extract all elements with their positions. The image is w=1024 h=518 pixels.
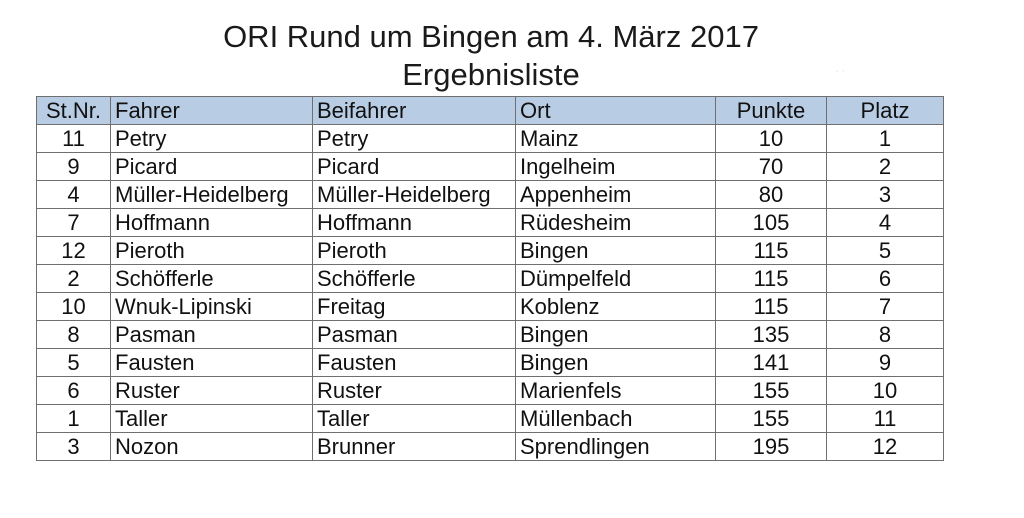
cell-fahrer: Hoffmann: [110, 208, 313, 237]
cell-fahrer: Nozon: [110, 432, 313, 461]
cell-stnr: 10: [36, 292, 111, 321]
cell-stnr: 9: [36, 152, 111, 181]
cell-ort: Rüdesheim: [515, 208, 716, 237]
cell-platz: 8: [826, 320, 944, 349]
cell-stnr: 8: [36, 320, 111, 349]
cell-fahrer: Petry: [110, 124, 313, 153]
table-row: 11 Petry Petry Mainz 10 1: [36, 124, 944, 153]
header-fahrer: Fahrer: [110, 96, 313, 125]
cell-platz: 3: [826, 180, 944, 209]
cell-ort: Appenheim: [515, 180, 716, 209]
cell-beifahrer: Petry: [312, 124, 516, 153]
cell-platz: 4: [826, 208, 944, 237]
cell-platz: 11: [826, 404, 944, 433]
cell-beifahrer: Picard: [312, 152, 516, 181]
cell-platz: 10: [826, 376, 944, 405]
cell-punkte: 155: [715, 376, 827, 405]
cell-stnr: 5: [36, 348, 111, 377]
cell-ort: Mainz: [515, 124, 716, 153]
cell-fahrer: Taller: [110, 404, 313, 433]
cell-platz: 6: [826, 264, 944, 293]
results-table-body: 11 Petry Petry Mainz 10 1 9 Picard Picard Ingelhe…: [36, 124, 944, 461]
cell-fahrer: Wnuk-Lipinski: [110, 292, 313, 321]
cell-beifahrer: Schöfferle: [312, 264, 516, 293]
cell-platz: 1: [826, 124, 944, 153]
cell-ort: Müllenbach: [515, 404, 716, 433]
table-row: 1 Taller Taller Müllenbach 155 11: [36, 404, 944, 433]
cell-punkte: 115: [715, 264, 827, 293]
cell-punkte: 141: [715, 348, 827, 377]
cell-punkte: 115: [715, 236, 827, 265]
cell-beifahrer: Fausten: [312, 348, 516, 377]
cell-beifahrer: Hoffmann: [312, 208, 516, 237]
cell-punkte: 135: [715, 320, 827, 349]
cell-stnr: 6: [36, 376, 111, 405]
cell-fahrer: Schöfferle: [110, 264, 313, 293]
cell-stnr: 7: [36, 208, 111, 237]
cell-ort: Bingen: [515, 320, 716, 349]
cell-platz: 5: [826, 236, 944, 265]
cell-platz: 7: [826, 292, 944, 321]
cell-beifahrer: Müller-Heidelberg: [312, 180, 516, 209]
cell-punkte: 115: [715, 292, 827, 321]
table-row: 6 Ruster Ruster Marienfels 155 10: [36, 376, 944, 405]
cell-ort: Koblenz: [515, 292, 716, 321]
cell-platz: 9: [826, 348, 944, 377]
header-ort: Ort: [515, 96, 716, 125]
cell-stnr: 11: [36, 124, 111, 153]
cell-beifahrer: Taller: [312, 404, 516, 433]
cell-fahrer: Pieroth: [110, 236, 313, 265]
cell-platz: 12: [826, 432, 944, 461]
header-beifahrer: Beifahrer: [312, 96, 516, 125]
cell-punkte: 10: [715, 124, 827, 153]
header-platz: Platz: [826, 96, 944, 125]
cell-ort: Sprendlingen: [515, 432, 716, 461]
table-row: 3 Nozon Brunner Sprendlingen 195 12: [36, 432, 944, 461]
cell-fahrer: Fausten: [110, 348, 313, 377]
cell-stnr: 1: [36, 404, 111, 433]
cell-ort: Bingen: [515, 236, 716, 265]
table-row: 4 Müller-Heidelberg Müller-Heidelberg Appen…: [36, 180, 944, 209]
table-row: 10 Wnuk-Lipinski Freitag Koblenz 115 7: [36, 292, 944, 321]
header-row: St.Nr. Fahrer Beifahrer Ort Punkte Platz: [36, 96, 944, 125]
cell-ort: Marienfels: [515, 376, 716, 405]
cell-beifahrer: Freitag: [312, 292, 516, 321]
table-row: 8 Pasman Pasman Bingen 135 8: [36, 320, 944, 349]
cell-platz: 2: [826, 152, 944, 181]
cell-fahrer: Ruster: [110, 376, 313, 405]
scan-speck: ˙ ˙: [836, 70, 846, 81]
cell-beifahrer: Pieroth: [312, 236, 516, 265]
cell-fahrer: Pasman: [110, 320, 313, 349]
cell-punkte: 195: [715, 432, 827, 461]
cell-beifahrer: Pasman: [312, 320, 516, 349]
cell-beifahrer: Brunner: [312, 432, 516, 461]
table-row: 12 Pieroth Pieroth Bingen 115 5: [36, 236, 944, 265]
cell-stnr: 3: [36, 432, 111, 461]
header-stnr: St.Nr.: [36, 96, 111, 125]
table-row: 5 Fausten Fausten Bingen 141 9: [36, 348, 944, 377]
header-punkte: Punkte: [715, 96, 827, 125]
results-table-header: St.Nr. Fahrer Beifahrer Ort Punkte Platz: [36, 96, 944, 125]
document-title: ORI Rund um Bingen am 4. März 2017: [223, 19, 759, 54]
table-row: 2 Schöfferle Schöfferle Dümpelfeld 115 6: [36, 264, 944, 293]
cell-stnr: 2: [36, 264, 111, 293]
cell-stnr: 12: [36, 236, 111, 265]
cell-ort: Ingelheim: [515, 152, 716, 181]
table-row: 9 Picard Picard Ingelheim 70 2: [36, 152, 944, 181]
results-table: St.Nr. Fahrer Beifahrer Ort Punkte Platz…: [36, 96, 944, 461]
cell-punkte: 105: [715, 208, 827, 237]
cell-punkte: 70: [715, 152, 827, 181]
cell-ort: Bingen: [515, 348, 716, 377]
cell-punkte: 155: [715, 404, 827, 433]
cell-fahrer: Picard: [110, 152, 313, 181]
cell-ort: Dümpelfeld: [515, 264, 716, 293]
cell-stnr: 4: [36, 180, 111, 209]
cell-fahrer: Müller-Heidelberg: [110, 180, 313, 209]
table-row: 7 Hoffmann Hoffmann Rüdesheim 105 4: [36, 208, 944, 237]
document-subtitle: Ergebnisliste: [402, 57, 580, 92]
cell-beifahrer: Ruster: [312, 376, 516, 405]
cell-punkte: 80: [715, 180, 827, 209]
